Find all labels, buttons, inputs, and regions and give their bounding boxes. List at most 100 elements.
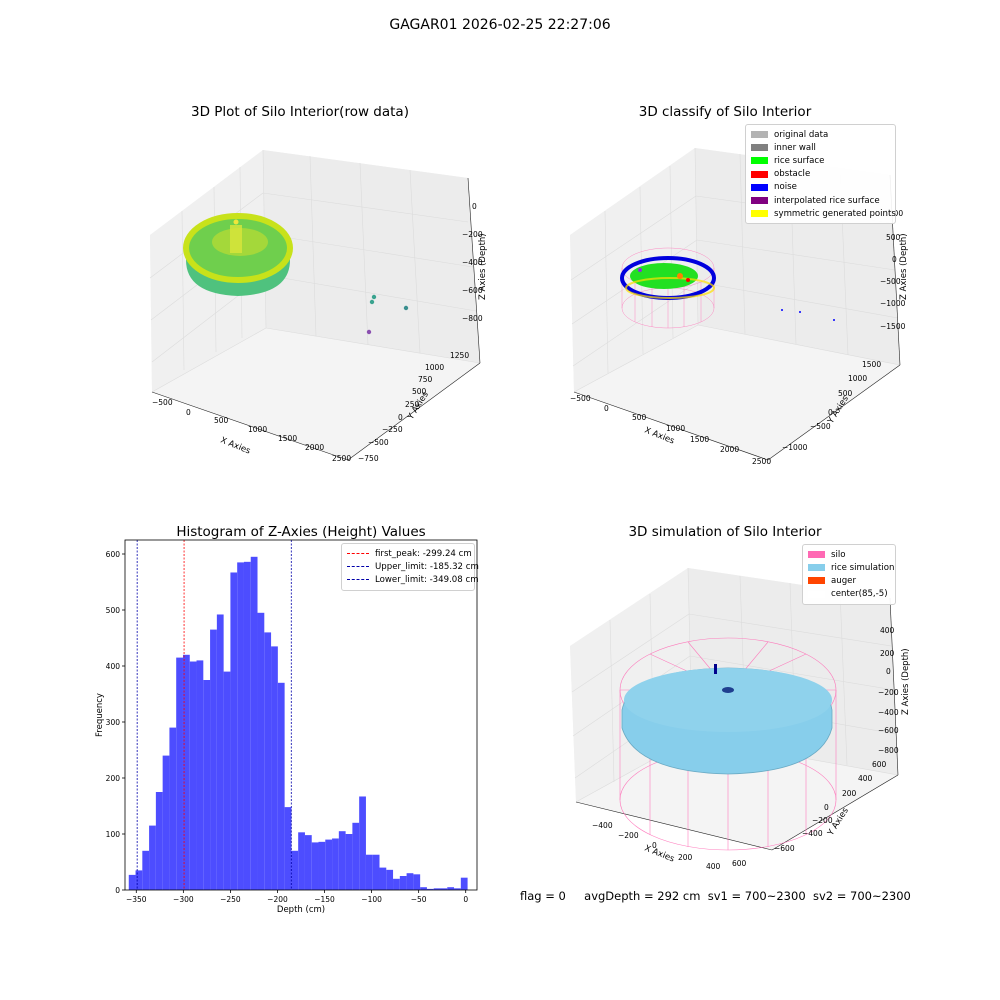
legend-entry: silo: [808, 548, 890, 561]
classify-point-cloud: [620, 247, 835, 329]
histogram-bar: [386, 869, 394, 890]
simulation-z-tick: 200: [880, 649, 895, 658]
legend-swatch: [808, 564, 825, 572]
legend-entry: Upper_limit: -185.32 cm: [347, 560, 479, 573]
raw-x-tick: 1500: [278, 434, 297, 443]
histogram-bar: [440, 888, 448, 890]
simulation-3d-plot: −400 −200 0 200 400 600 −600 −400 −200 0…: [570, 567, 911, 870]
legend-label: symmetric generated points: [774, 208, 896, 219]
histogram-bar: [311, 842, 319, 890]
legend-line: [347, 566, 369, 568]
histogram-bar: [298, 832, 305, 890]
simulation-z-tick: 0: [886, 667, 891, 676]
legend-swatch: [808, 590, 825, 598]
classify-plot-title: 3D classify of Silo Interior: [638, 104, 812, 120]
histogram-x-tick-label: −50: [411, 895, 427, 904]
legend-label: center(85,-5): [831, 589, 888, 600]
raw-y-tick: −250: [382, 425, 403, 434]
histogram-bar: [243, 561, 251, 890]
histogram-bar: [291, 850, 299, 890]
simulation-axis-ticks: −400 −200 0 200 400 600 −600 −400 −200 0…: [592, 626, 899, 870]
simulation-z-tick: −800: [878, 746, 899, 755]
raw-axis-ticks: −500 0 500 1000 1500 2000 2500 −750 −500…: [152, 202, 483, 463]
legend-label: rice simulation: [831, 562, 895, 573]
avg-depth-text: avgDepth = 292 cm: [584, 889, 701, 903]
legend-entry: first_peak: -299.24 cm: [347, 547, 472, 560]
sv1-text: sv1 = 700~2300: [707, 889, 806, 903]
raw-z-tick: −800: [462, 314, 483, 323]
simulation-x-tick: 0: [652, 841, 657, 850]
flag-text: flag = 0: [520, 889, 566, 903]
histogram-bar: [196, 660, 204, 890]
classify-y-tick: 500: [838, 389, 853, 398]
raw-x-axis-label: X Axies: [219, 436, 252, 457]
histogram-frame: [124, 539, 478, 891]
histogram-bar: [162, 755, 170, 890]
classify-legend: original data inner wall rice surface ob…: [745, 124, 896, 225]
classify-z-axis-label: Z Axies (Depth): [899, 233, 909, 300]
legend-line: [347, 579, 369, 581]
legend-entry: noise: [751, 181, 890, 194]
raw-z-tick: 0: [472, 202, 477, 211]
raw-z-tick: −200: [462, 230, 483, 239]
histogram-y-axis-label: Frequency: [95, 693, 105, 737]
histogram-legend: first_peak: -299.24 cm Upper_limit: -185…: [341, 543, 479, 591]
raw-y-tick: 1000: [425, 363, 444, 372]
histogram-chart: −350 −300 −250 −200 −150 −100 −50 0 0 100 200 300 4…: [95, 539, 478, 915]
histogram-bar: [271, 646, 278, 890]
simulation-y-tick: −200: [812, 816, 833, 825]
raw-y-tick: −750: [358, 454, 379, 463]
histogram-bar: [216, 614, 224, 890]
histogram-x-tick-label: −250: [220, 895, 241, 904]
legend-label: silo: [831, 549, 846, 560]
histogram-bar: [257, 612, 265, 890]
raw-y-tick: 250: [405, 400, 420, 409]
raw-x-tick: 1000: [248, 425, 267, 434]
histogram-bar: [135, 870, 143, 890]
legend-label: Upper_limit: -185.32 cm: [375, 561, 479, 572]
simulation-y-tick: −600: [774, 844, 795, 853]
raw-x-tick: 2500: [332, 454, 351, 463]
histogram-bar: [352, 822, 360, 890]
classify-x-tick: 0: [604, 404, 609, 413]
simulation-z-tick: 400: [880, 626, 895, 635]
legend-entry: interpolated rice surface: [751, 194, 890, 207]
histogram-bar: [447, 887, 455, 890]
simulation-x-tick: −200: [618, 831, 639, 840]
simulation-y-tick: 400: [858, 774, 873, 783]
simulation-x-tick: 600: [732, 859, 747, 868]
raw-x-tick: 500: [214, 416, 229, 425]
histogram-x-tick-label: −200: [267, 895, 288, 904]
histogram-bar: [318, 841, 326, 890]
histogram-bar: [345, 834, 353, 890]
histogram-bar: [142, 850, 150, 890]
classify-3d-plot: −500 0 500 1000 1500 2000 2500 −1000 −50…: [570, 147, 909, 466]
classify-x-tick: 2500: [752, 457, 771, 466]
classify-x-tick: 500: [632, 413, 647, 422]
raw-plot-title: 3D Plot of Silo Interior(row data): [191, 104, 409, 120]
legend-entry: obstacle: [751, 168, 890, 181]
legend-label: rice surface: [774, 155, 825, 166]
classify-z-tick: −1000: [880, 299, 906, 308]
legend-entry: inner wall: [751, 141, 890, 154]
histogram-y-tick-label: 200: [106, 774, 121, 783]
simulation-z-tick: −400: [878, 708, 899, 717]
legend-label: inner wall: [774, 142, 816, 153]
legend-swatch: [751, 197, 768, 205]
legend-label: interpolated rice surface: [774, 195, 880, 206]
raw-x-tick: −500: [152, 398, 173, 407]
classify-3d-axes-box: [570, 147, 901, 461]
histogram-bar: [203, 680, 211, 890]
histogram-y-tick-label: 500: [106, 606, 121, 615]
legend-swatch: [751, 210, 768, 218]
classify-x-tick: −500: [570, 394, 591, 403]
raw-y-tick: 0: [398, 413, 403, 422]
legend-swatch: [751, 157, 768, 165]
figure-suptitle: GAGAR01 2026-02-25 22:27:06: [389, 17, 611, 33]
histogram-bar: [325, 839, 333, 890]
classify-z-tick: 500: [886, 233, 901, 242]
histogram-bar: [460, 877, 468, 890]
histogram-bar: [420, 887, 427, 890]
classify-z-tick: −1500: [880, 322, 906, 331]
legend-entry: symmetric generated points: [751, 207, 896, 220]
